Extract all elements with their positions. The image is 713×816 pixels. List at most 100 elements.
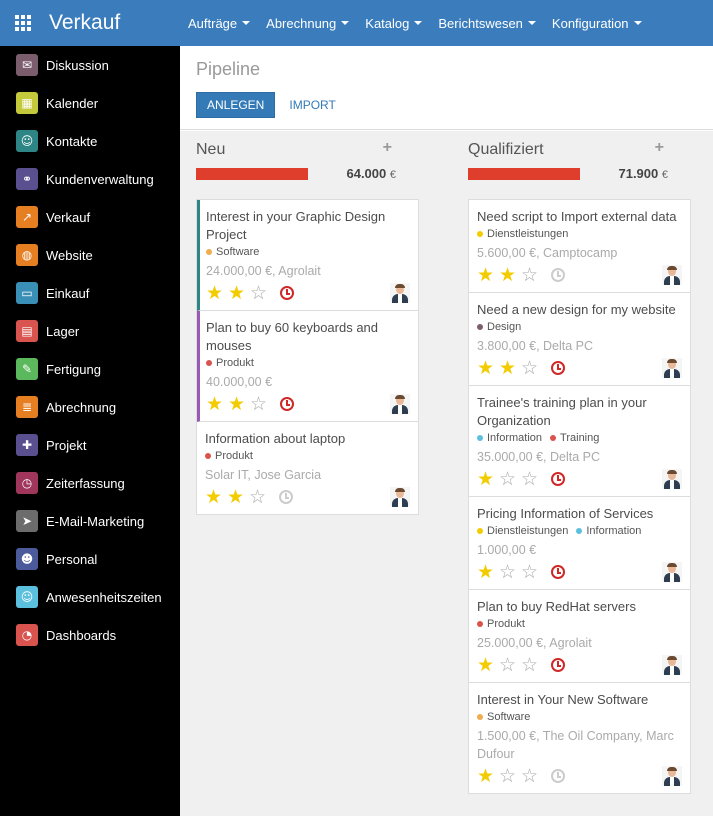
priority-star-icon[interactable]: ★ [477, 357, 495, 379]
priority-star-icon[interactable]: ★ [477, 468, 495, 490]
menu-item-katalog[interactable]: Katalog [357, 0, 430, 46]
wrench-icon: ✎ [16, 358, 38, 380]
sidebar-item-kalender[interactable]: ▦ Kalender [0, 84, 180, 122]
sidebar-item-personal[interactable]: ☻ Personal [0, 540, 180, 578]
priority-star-icon[interactable]: ★ [228, 282, 246, 304]
app-switcher-icon[interactable] [0, 0, 46, 46]
menu-item-berichtswesen[interactable]: Berichtswesen [430, 0, 544, 46]
kanban-card[interactable]: Trainee's training plan in your Organiza… [469, 386, 690, 497]
priority-star-icon[interactable]: ☆ [521, 264, 539, 286]
card-footer: ★ ☆ ☆ [477, 468, 682, 490]
priority-star-icon[interactable]: ★ [206, 393, 224, 415]
menu-item-abrechnung[interactable]: Abrechnung [258, 0, 357, 46]
menu-item-aufträge[interactable]: Aufträge [180, 0, 258, 46]
activity-clock-icon[interactable] [280, 286, 294, 300]
priority-star-icon[interactable]: ☆ [250, 282, 268, 304]
caret-down-icon [414, 21, 423, 25]
menu-item-label: Katalog [365, 15, 410, 31]
priority-star-icon[interactable]: ☆ [521, 468, 539, 490]
sidebar-item-einkauf[interactable]: ▭ Einkauf [0, 274, 180, 312]
activity-clock-icon[interactable] [280, 397, 294, 411]
sidebar-item-kontakte[interactable]: ☺ Kontakte [0, 122, 180, 160]
card-footer: ★ ☆ ☆ [477, 765, 682, 787]
credit-card-icon: ▭ [16, 282, 38, 304]
card-subtitle: 35.000,00 €, Delta PC [477, 450, 600, 464]
column-title: Qualifiziert [468, 141, 544, 158]
priority-star-icon[interactable]: ☆ [499, 561, 517, 583]
card-tags: Produkt [477, 618, 682, 630]
caret-down-icon [633, 21, 642, 25]
priority-star-icon[interactable]: ☆ [499, 654, 517, 676]
sidebar-item-projekt[interactable]: ✚ Projekt [0, 426, 180, 464]
column-total-value: 64.000 [346, 166, 387, 181]
tag-badge: Design [477, 321, 521, 333]
priority-star-icon[interactable]: ★ [477, 264, 495, 286]
priority-star-icon[interactable]: ☆ [521, 561, 539, 583]
activity-clock-icon[interactable] [551, 472, 565, 486]
sidebar-item-anwesenheitszeiten[interactable]: ☺ Anwesenheitszeiten [0, 578, 180, 616]
sidebar-item-zeiterfassung[interactable]: ◷ Zeiterfassung [0, 464, 180, 502]
invoice-icon: ≣ [16, 396, 38, 418]
activity-clock-icon[interactable] [551, 361, 565, 375]
tag-badge: Information [576, 525, 641, 537]
quick-create-plus-icon[interactable]: + [654, 139, 664, 156]
sidebar-item-kundenverwaltung[interactable]: ⚭ Kundenverwaltung [0, 160, 180, 198]
kanban-card[interactable]: Information about laptop Produkt Solar IT,… [197, 422, 418, 514]
sidebar-item-diskussion[interactable]: ✉ Diskussion [0, 46, 180, 84]
activity-clock-icon[interactable] [551, 565, 565, 579]
main-menu: Aufträge Abrechnung Katalog Berichtswesen Ko… [180, 0, 650, 46]
card-title: Interest in Your New Software [477, 692, 649, 707]
sidebar-item-dashboards[interactable]: ◔ Dashboards [0, 616, 180, 654]
tag-badge: Dienstleistungen [477, 525, 568, 537]
tag-color-dot [477, 324, 483, 330]
handshake-icon: ⚭ [16, 168, 38, 190]
tag-color-dot [477, 714, 483, 720]
priority-star-icon[interactable]: ☆ [499, 765, 517, 787]
priority-star-icon[interactable]: ☆ [249, 486, 267, 508]
sidebar-item-fertigung[interactable]: ✎ Fertigung [0, 350, 180, 388]
quick-create-plus-icon[interactable]: + [382, 139, 392, 156]
priority-star-icon[interactable]: ★ [499, 264, 517, 286]
priority-star-icon[interactable]: ☆ [521, 654, 539, 676]
kanban-card[interactable]: Interest in your Graphic Design Project S… [197, 200, 418, 311]
tag-color-dot [205, 453, 211, 459]
priority-star-icon[interactable]: ☆ [499, 468, 517, 490]
activity-clock-icon[interactable] [551, 268, 565, 282]
kanban-card[interactable]: Pricing Information of Services Dienstlei… [469, 497, 690, 590]
sidebar-item-e-mail-marketing[interactable]: ➤ E-Mail-Marketing [0, 502, 180, 540]
tag-badge: Software [477, 711, 530, 723]
sidebar-item-label: Verkauf [46, 209, 91, 225]
priority-star-icon[interactable]: ★ [227, 486, 245, 508]
column-progress-bar [468, 168, 580, 180]
priority-star-icon[interactable]: ☆ [521, 357, 539, 379]
import-button[interactable]: IMPORT [289, 98, 336, 112]
card-subtitle: Solar IT, Jose Garcia [205, 468, 322, 482]
kanban-card[interactable]: Plan to buy RedHat servers Produkt 25.000,… [469, 590, 690, 683]
priority-star-icon[interactable]: ★ [499, 357, 517, 379]
priority-star-icon[interactable]: ★ [477, 765, 495, 787]
activity-clock-icon[interactable] [551, 658, 565, 672]
menu-item-konfiguration[interactable]: Konfiguration [544, 0, 650, 46]
column-header: Qualifiziert +71.900 € [452, 131, 682, 231]
priority-star-icon[interactable]: ☆ [521, 765, 539, 787]
kanban-card[interactable]: Need a new design for my website Design 3.… [469, 293, 690, 386]
sidebar-item-abrechnung[interactable]: ≣ Abrechnung [0, 388, 180, 426]
tag-badge: Produkt [205, 450, 253, 462]
activity-clock-icon[interactable] [279, 490, 293, 504]
priority-star-icon[interactable]: ★ [206, 282, 224, 304]
kanban-card[interactable]: Need script to Import external data Diens… [469, 200, 690, 293]
priority-star-icon[interactable]: ★ [228, 393, 246, 415]
kanban-card[interactable]: Plan to buy 60 keyboards and mouses Produ… [197, 311, 418, 422]
priority-star-icon[interactable]: ★ [477, 561, 495, 583]
card-footer: ★ ★ ☆ [206, 282, 410, 304]
kanban-card[interactable]: Interest in Your New Software Software 1.5… [469, 683, 690, 793]
priority-star-icon[interactable]: ★ [477, 654, 495, 676]
sidebar-item-website[interactable]: ◍ Website [0, 236, 180, 274]
priority-star-icon[interactable]: ☆ [250, 393, 268, 415]
priority-star-icon[interactable]: ★ [205, 486, 223, 508]
activity-clock-icon[interactable] [551, 769, 565, 783]
sidebar-item-verkauf[interactable]: ↗ Verkauf [0, 198, 180, 236]
sidebar-item-lager[interactable]: ▤ Lager [0, 312, 180, 350]
tag-color-dot [477, 621, 483, 627]
create-button[interactable]: ANLEGEN [196, 92, 276, 118]
